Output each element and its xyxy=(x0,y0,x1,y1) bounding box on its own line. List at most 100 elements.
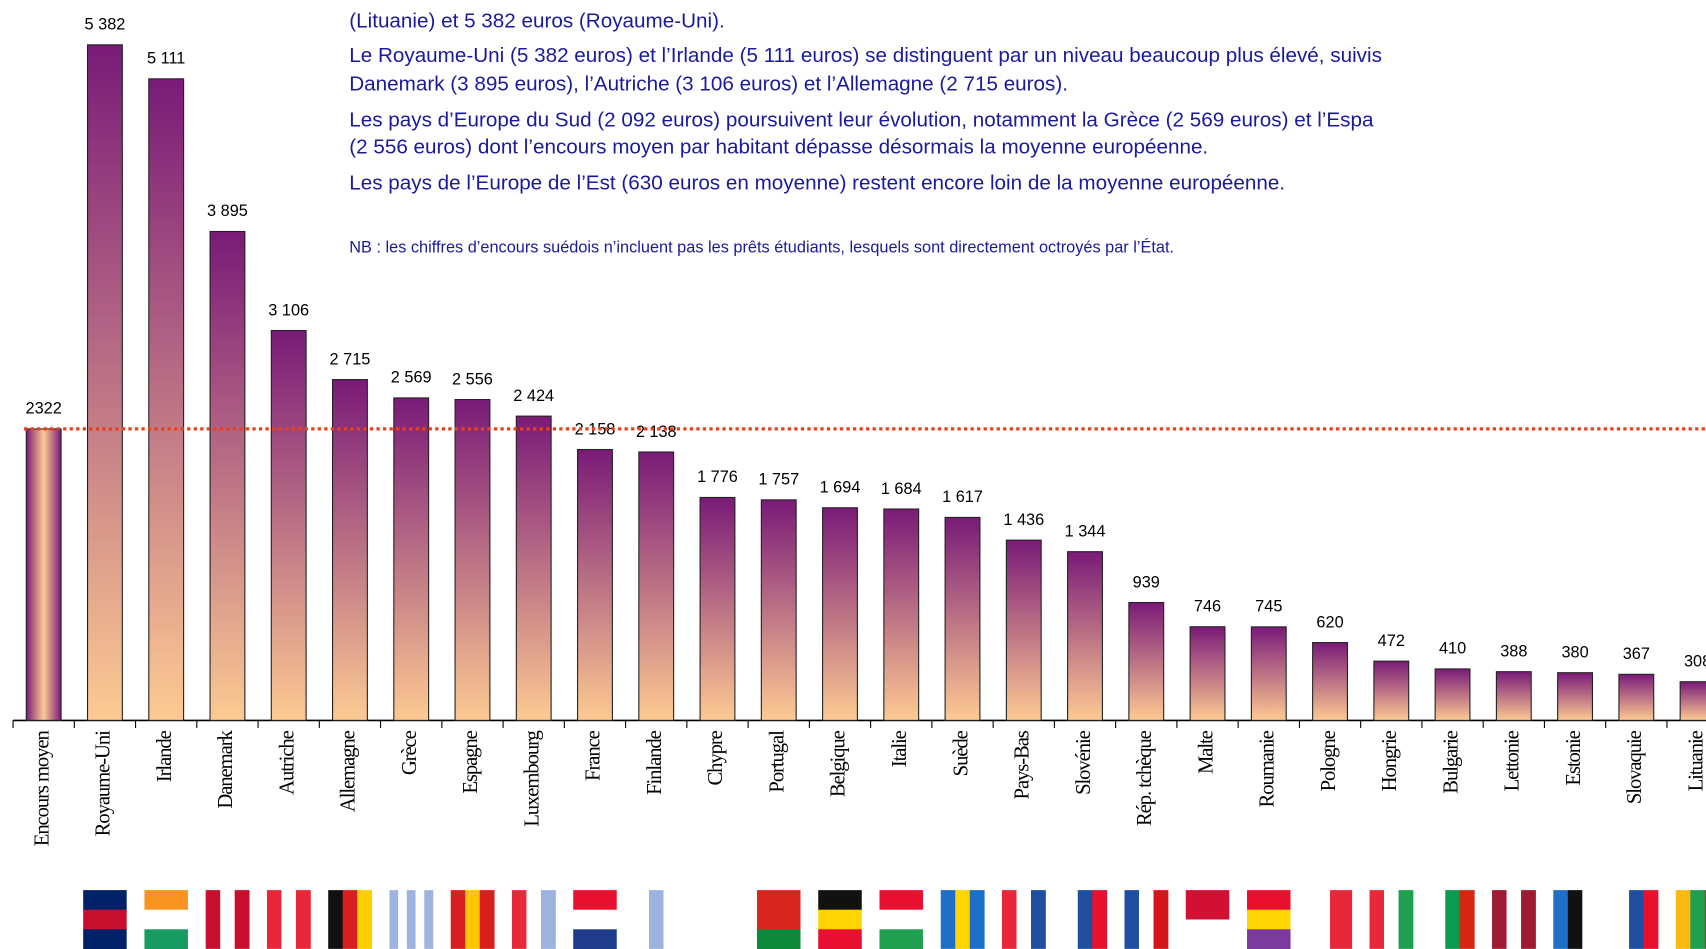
flag xyxy=(1031,890,1046,949)
flag xyxy=(398,890,408,949)
flag xyxy=(526,890,542,949)
x-tick-label: Rép. tchèque xyxy=(1134,730,1156,826)
flag xyxy=(634,890,650,949)
flag xyxy=(1459,890,1475,949)
flag xyxy=(1077,890,1093,949)
flag xyxy=(1124,890,1140,949)
flag xyxy=(756,890,801,911)
value-label: 5 111 xyxy=(147,50,185,68)
flag xyxy=(818,929,862,949)
flag xyxy=(357,890,373,949)
value-label: 620 xyxy=(1316,613,1343,631)
bar xyxy=(332,379,368,721)
flag xyxy=(1185,919,1230,949)
x-tick-label: Roumanie xyxy=(1257,730,1279,807)
bar xyxy=(577,448,613,721)
x-tick-label: Hongrie xyxy=(1379,730,1401,791)
x-tick-label: Italie xyxy=(889,730,911,767)
flag xyxy=(295,890,311,949)
x-tick-label: Luxembourg xyxy=(521,731,543,827)
bar xyxy=(1312,642,1348,721)
bar xyxy=(822,507,858,721)
value-label: 2 138 xyxy=(636,423,677,441)
annotation: (2 556 euros) dont l’encours moyen par h… xyxy=(349,136,1208,159)
flag xyxy=(1704,890,1706,949)
bar xyxy=(1679,681,1706,721)
value-label: 367 xyxy=(1623,645,1650,663)
bar xyxy=(454,399,491,721)
bar xyxy=(86,44,123,721)
flag xyxy=(1445,890,1461,949)
flag xyxy=(1675,890,1691,949)
x-tick-label: Belgique xyxy=(828,730,850,797)
flag xyxy=(406,890,416,949)
bar xyxy=(515,415,552,721)
x-tick-label: Pologne xyxy=(1318,730,1340,791)
flag xyxy=(83,929,127,949)
value-label: 1 776 xyxy=(697,468,738,486)
flag xyxy=(1506,890,1522,949)
flag xyxy=(83,890,127,911)
value-label: 2 424 xyxy=(513,387,554,405)
flag xyxy=(818,909,862,930)
bar xyxy=(1434,668,1471,721)
annotation: Les pays de l’Europe de l’Est (630 euros… xyxy=(349,171,1285,194)
value-label: 410 xyxy=(1439,640,1466,658)
flag xyxy=(205,890,221,949)
value-label: 745 xyxy=(1255,598,1282,616)
x-tick-label: Espagne xyxy=(460,730,482,793)
flag xyxy=(573,929,617,949)
annotation: Le Royaume-Uni (5 382 euros) et l’Irland… xyxy=(349,44,1382,67)
flag xyxy=(1521,890,1536,949)
flag xyxy=(1247,890,1291,911)
value-label: 1 757 xyxy=(758,471,799,489)
x-tick-label: Grèce xyxy=(399,730,421,775)
flag xyxy=(1330,890,1353,949)
flag xyxy=(234,890,250,949)
value-label: 3 895 xyxy=(207,202,248,220)
flag xyxy=(1153,890,1169,949)
flag xyxy=(648,890,664,949)
x-tick-label: Pays-Bas xyxy=(1012,730,1034,799)
x-tick-label: Finlande xyxy=(644,730,666,795)
flag xyxy=(1063,890,1079,949)
value-label: 2 715 xyxy=(330,350,371,368)
flag xyxy=(1614,890,1630,949)
flag xyxy=(1492,890,1507,949)
flag xyxy=(1643,890,1659,949)
flag xyxy=(1369,890,1385,949)
value-label: 939 xyxy=(1133,573,1160,591)
x-tick-label: France xyxy=(583,730,605,781)
flag xyxy=(342,890,358,949)
bar xyxy=(393,397,430,721)
flag xyxy=(756,929,801,949)
annotation: (Lituanie) et 5 382 euros (Royaume-Uni). xyxy=(349,9,724,32)
flag xyxy=(1567,890,1583,949)
x-tick-label: Allemagne xyxy=(338,730,360,812)
bar xyxy=(1557,672,1594,721)
annotation: Danemark (3 895 euros), l’Autriche (3 10… xyxy=(349,72,1068,95)
bar xyxy=(1250,626,1287,721)
value-label: 3 106 xyxy=(268,301,309,319)
flag xyxy=(1384,890,1399,949)
bar xyxy=(883,508,920,721)
value-label: 1 684 xyxy=(881,480,922,498)
bar xyxy=(1373,660,1410,721)
bar xyxy=(25,428,62,721)
value-label: 1 694 xyxy=(820,479,861,497)
bar xyxy=(270,329,307,721)
flag xyxy=(328,890,344,949)
value-label: 380 xyxy=(1561,643,1588,661)
bar xyxy=(944,516,981,721)
flag xyxy=(1092,890,1108,949)
value-label: 746 xyxy=(1194,598,1221,616)
flag xyxy=(415,890,425,949)
x-tick-label: Lituanie xyxy=(1685,730,1706,791)
bar xyxy=(1005,539,1042,721)
bar xyxy=(699,496,736,721)
flag xyxy=(940,890,956,949)
bar xyxy=(1128,601,1165,721)
value-label: 1 617 xyxy=(942,488,983,506)
value-label: 308 xyxy=(1684,652,1706,670)
